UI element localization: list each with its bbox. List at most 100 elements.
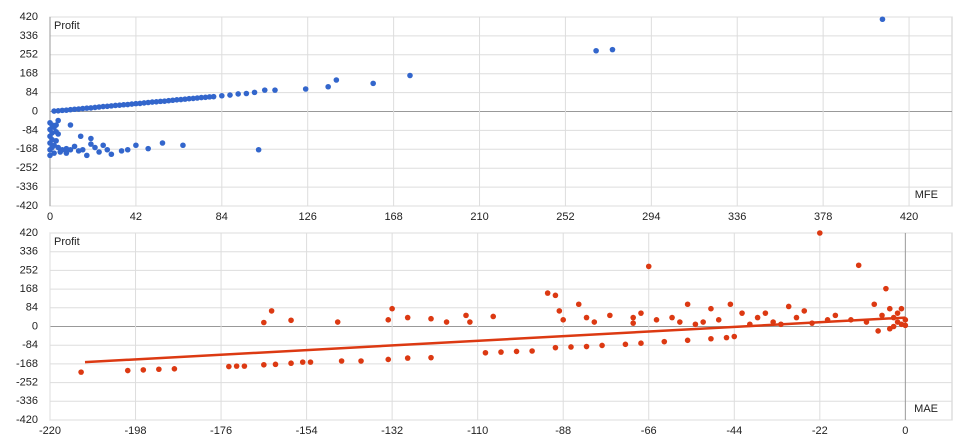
x-tick-label: 252 [556, 211, 574, 223]
point [261, 361, 267, 368]
point [715, 317, 722, 323]
point [210, 93, 217, 100]
point [226, 363, 232, 370]
x-tick-label: 210 [470, 211, 488, 223]
point [84, 105, 90, 111]
y-tick-label: -336 [16, 181, 38, 193]
point [404, 355, 411, 361]
point [88, 141, 94, 147]
point [251, 89, 258, 96]
point [630, 320, 636, 326]
point [299, 359, 306, 365]
point [157, 98, 164, 105]
x-tick-label: 294 [642, 211, 660, 223]
point [255, 146, 262, 153]
point [227, 92, 233, 98]
point [198, 94, 205, 101]
point [153, 99, 160, 105]
point [358, 358, 364, 364]
point [169, 97, 176, 104]
x-tick-label: 168 [384, 211, 402, 223]
point [638, 310, 644, 316]
point [754, 314, 761, 321]
point [190, 95, 196, 102]
point [77, 133, 84, 140]
point [84, 152, 90, 159]
point [71, 106, 78, 113]
point [92, 104, 98, 111]
point [124, 146, 131, 153]
y-axis-label: Profit [54, 236, 80, 248]
point [599, 342, 605, 349]
point [302, 86, 309, 92]
y-tick-label: 168 [20, 68, 38, 80]
point [63, 107, 70, 113]
point [871, 301, 878, 308]
y-tick-label: 0 [32, 320, 38, 332]
point [145, 145, 151, 152]
point [288, 317, 294, 324]
point [140, 367, 147, 373]
point [902, 322, 909, 329]
point [55, 131, 61, 137]
point [241, 363, 248, 369]
point [560, 317, 567, 323]
point [171, 365, 178, 372]
point [513, 348, 520, 355]
point [47, 152, 53, 159]
point [785, 303, 792, 310]
point [463, 312, 469, 319]
point [88, 135, 94, 142]
point [178, 96, 184, 103]
point [219, 92, 225, 99]
point [708, 335, 714, 342]
x-axis-label: MAE [914, 403, 938, 415]
point [78, 369, 84, 375]
y-tick-label: 84 [26, 87, 38, 99]
point [261, 87, 268, 93]
point [79, 105, 86, 112]
point [583, 314, 590, 321]
point [63, 150, 70, 156]
x-tick-label: -110 [467, 425, 488, 437]
point [855, 262, 862, 269]
point [677, 319, 683, 325]
point [890, 314, 897, 321]
point [762, 310, 769, 316]
point [731, 333, 738, 340]
point [669, 314, 675, 321]
point [108, 151, 115, 158]
y-tick-label: 252 [20, 264, 38, 276]
x-tick-label: -22 [812, 425, 828, 437]
point [235, 91, 241, 97]
point [334, 319, 341, 325]
y-tick-label: -84 [22, 339, 38, 351]
point [161, 98, 168, 104]
point [67, 106, 74, 113]
point [684, 301, 691, 308]
point [112, 102, 119, 109]
x-tick-label: -66 [641, 425, 657, 437]
point [622, 341, 629, 348]
point [467, 319, 473, 325]
point [71, 143, 78, 150]
x-tick-label: -220 [39, 425, 61, 437]
point [529, 348, 535, 354]
y-tick-label: 420 [20, 11, 38, 23]
point [141, 100, 147, 106]
point [149, 99, 156, 105]
point [145, 99, 151, 106]
point [51, 150, 57, 156]
point [661, 338, 668, 345]
point [886, 305, 893, 312]
y-tick-label: -84 [22, 124, 38, 136]
point [389, 305, 395, 312]
point [609, 46, 616, 53]
point [325, 83, 331, 90]
point [124, 367, 131, 374]
y-tick-label: -420 [16, 414, 38, 426]
point [104, 146, 111, 153]
point [96, 104, 102, 110]
point [53, 122, 59, 128]
